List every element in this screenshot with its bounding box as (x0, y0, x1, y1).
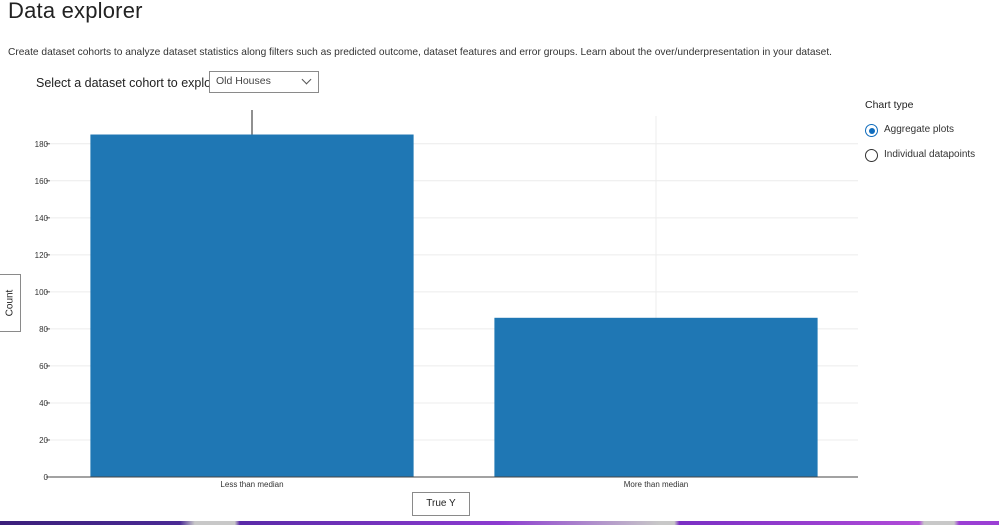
x-tick-label: More than median (624, 480, 688, 489)
y-tick-label: 80 (39, 325, 48, 334)
x-axis-selector-button[interactable]: True Y (412, 492, 470, 516)
bottom-accent-bar (0, 521, 999, 525)
radio-label: Individual datapoints (884, 149, 976, 160)
y-tick-label: 180 (35, 140, 49, 149)
y-tick-label: 120 (35, 251, 49, 260)
page-title: Data explorer (8, 0, 143, 23)
y-tick-label: 100 (35, 288, 49, 297)
y-axis-label: Count (4, 289, 16, 317)
radio-checked-icon (865, 124, 878, 137)
chevron-down-icon (301, 74, 312, 85)
chart-type-heading: Chart type (865, 99, 914, 111)
y-tick-label: 20 (39, 436, 48, 445)
y-tick-label: 140 (35, 214, 49, 223)
x-tick-label: Less than median (220, 480, 283, 489)
y-axis-selector-button[interactable]: Count (0, 274, 21, 332)
radio-label: Aggregate plots (884, 124, 955, 135)
cohort-select-label: Select a dataset cohort to explore (36, 76, 223, 90)
y-tick-label: 160 (35, 177, 49, 186)
bar-chart: 0 20 40 60 80 100 120 140 160 180 Less than median… (35, 110, 858, 489)
y-tick-label: 40 (39, 399, 48, 408)
page-description: Create dataset cohorts to analyze datase… (8, 47, 832, 58)
radio-unchecked-icon (865, 149, 878, 162)
cohort-dropdown-value: Old Houses (216, 75, 271, 87)
bar (90, 134, 414, 477)
y-tick-label: 60 (39, 362, 48, 371)
y-tick-label: 0 (44, 473, 49, 482)
cohort-dropdown[interactable]: Old Houses (209, 71, 319, 93)
bar (494, 317, 818, 477)
